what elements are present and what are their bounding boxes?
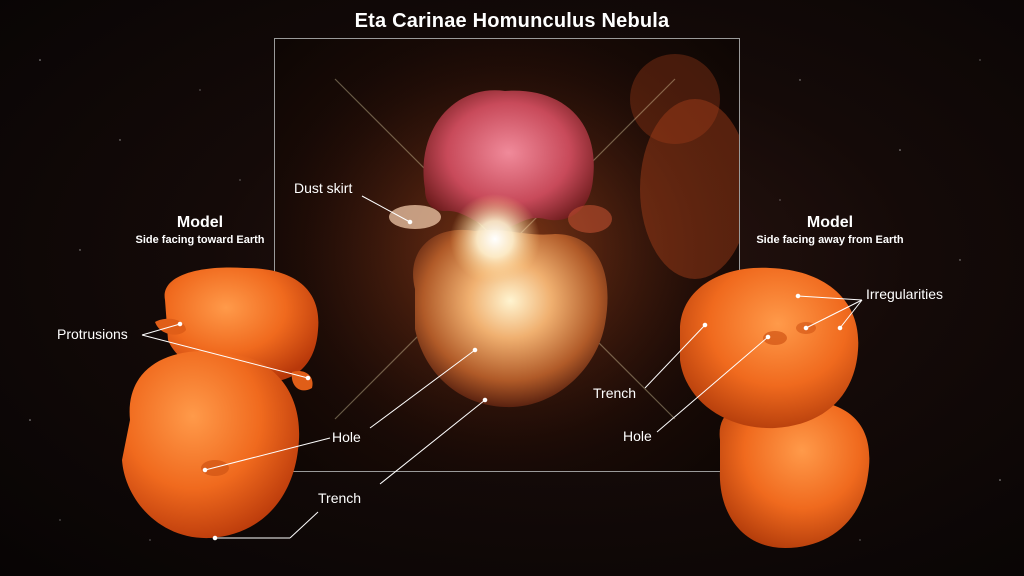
left-model-heading: Model — [100, 214, 300, 232]
right-model — [680, 268, 869, 548]
left-model-caption: Model Side facing toward Earth — [100, 214, 300, 246]
label-hole-center: Hole — [332, 429, 361, 445]
label-irregularities: Irregularities — [866, 286, 943, 302]
left-model — [122, 267, 318, 538]
label-trench-right: Trench — [593, 385, 636, 401]
label-hole-right: Hole — [623, 428, 652, 444]
right-model-caption: Model Side facing away from Earth — [730, 214, 930, 246]
label-dust-skirt: Dust skirt — [294, 180, 352, 196]
right-model-subheading: Side facing away from Earth — [730, 234, 930, 246]
label-protrusions: Protrusions — [57, 326, 128, 342]
left-model-subheading: Side facing toward Earth — [100, 234, 300, 246]
label-trench-center: Trench — [318, 490, 361, 506]
page-title: Eta Carinae Homunculus Nebula — [0, 10, 1024, 33]
right-model-heading: Model — [730, 214, 930, 232]
